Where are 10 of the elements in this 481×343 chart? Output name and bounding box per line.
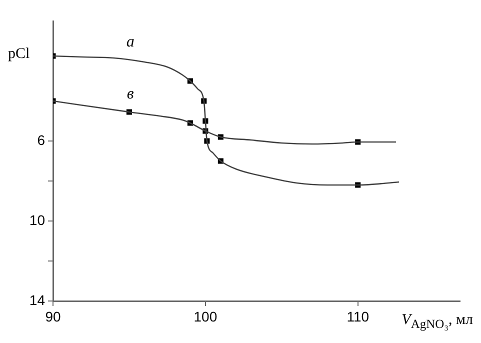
series-label: в bbox=[126, 85, 134, 102]
x-tick-label: 100 bbox=[194, 308, 218, 324]
x-tick-label: 110 bbox=[346, 308, 370, 324]
y-tick-label: 14 bbox=[29, 292, 46, 308]
x-axis-title: V$_{AgNO₃}$, мл bbox=[402, 312, 473, 332]
y-tick-label: 6 bbox=[37, 132, 46, 148]
series-label: a bbox=[126, 33, 134, 50]
y-tick-label: 10 bbox=[29, 212, 46, 228]
y-axis-title: pCl bbox=[8, 46, 30, 63]
x-tick-label: 90 bbox=[45, 308, 61, 324]
